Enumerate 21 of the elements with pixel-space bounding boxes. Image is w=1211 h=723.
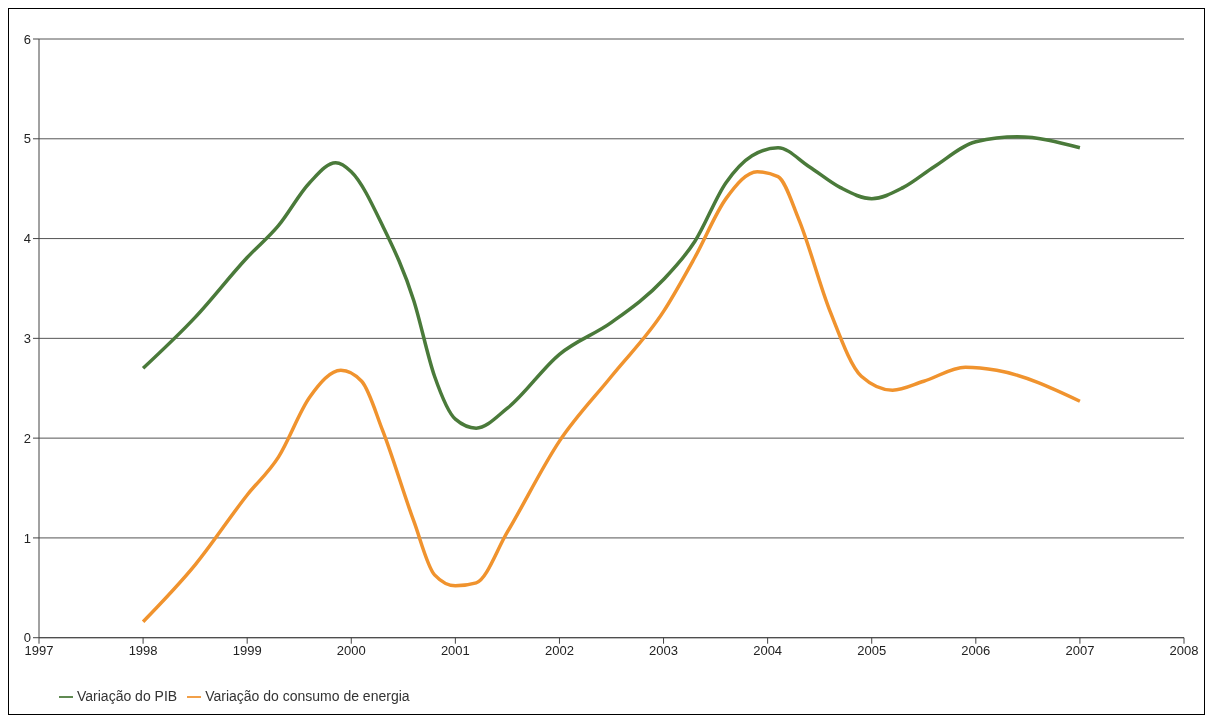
x-tick-label: 1999 (232, 642, 262, 658)
line-series (141, 135, 1082, 430)
y-tick-label: 4 (23, 231, 31, 247)
x-tick-label: 2006 (961, 642, 991, 658)
y-tick-label: 3 (23, 330, 31, 346)
x-tick-label: 2000 (336, 642, 366, 658)
line-series (141, 169, 1082, 624)
x-tick-label: 1998 (128, 642, 158, 658)
x-tick-label: 2008 (1169, 642, 1199, 658)
y-tick-label: 6 (23, 31, 31, 47)
y-tick-label: 1 (23, 530, 31, 546)
x-tick-label: 2004 (753, 642, 783, 658)
x-tick-label: 2003 (649, 642, 679, 658)
legend-label: Variação do consumo de energia (205, 687, 410, 704)
x-tick-label: 2002 (544, 642, 574, 658)
legend-label: Variação do PIB (77, 687, 178, 704)
y-tick-label: 2 (23, 430, 31, 446)
y-tick-label: 5 (23, 131, 31, 147)
x-tick-label: 2007 (1065, 642, 1095, 658)
x-tick-label: 2005 (857, 642, 887, 658)
x-tick-label: 2001 (440, 642, 470, 658)
